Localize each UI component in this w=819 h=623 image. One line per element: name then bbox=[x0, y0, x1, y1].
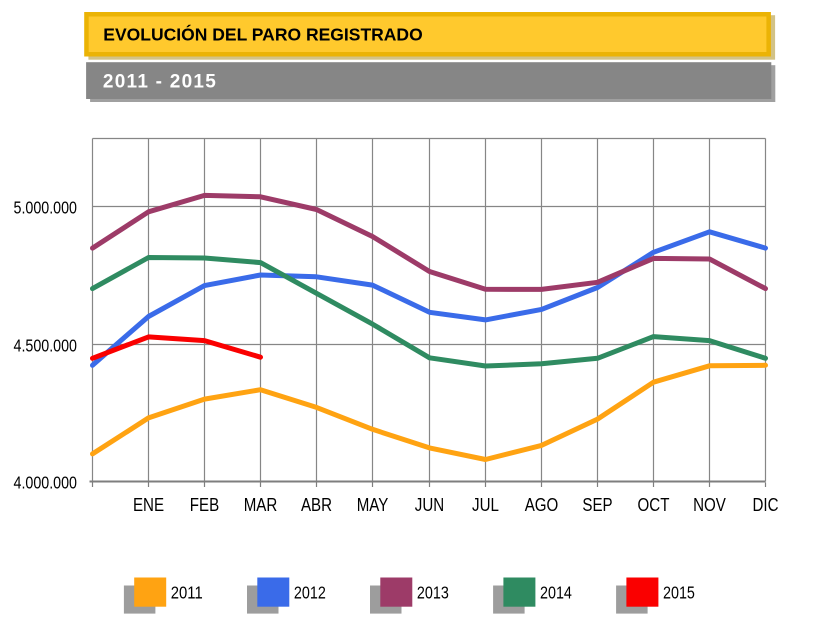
svg-text:ABR: ABR bbox=[301, 495, 332, 515]
svg-text:2011 - 2015: 2011 - 2015 bbox=[103, 72, 216, 93]
svg-text:4.000.000: 4.000.000 bbox=[14, 472, 78, 492]
svg-text:FEB: FEB bbox=[190, 495, 219, 515]
svg-text:EVOLUCIÓN DEL PARO REGISTRADO: EVOLUCIÓN DEL PARO REGISTRADO bbox=[103, 24, 422, 45]
svg-text:ENE: ENE bbox=[133, 495, 164, 515]
svg-text:DIC: DIC bbox=[753, 495, 779, 515]
svg-text:2013: 2013 bbox=[417, 583, 449, 603]
svg-text:MAR: MAR bbox=[244, 495, 278, 515]
svg-text:2015: 2015 bbox=[663, 583, 695, 603]
svg-text:JUL: JUL bbox=[472, 495, 499, 515]
svg-text:JUN: JUN bbox=[415, 495, 444, 515]
svg-text:MAY: MAY bbox=[357, 495, 389, 515]
svg-text:2011: 2011 bbox=[171, 583, 203, 603]
svg-text:SEP: SEP bbox=[582, 495, 612, 515]
svg-text:2012: 2012 bbox=[294, 583, 326, 603]
svg-text:NOV: NOV bbox=[693, 495, 726, 515]
svg-text:AGO: AGO bbox=[525, 495, 559, 515]
svg-text:2014: 2014 bbox=[540, 583, 572, 603]
svg-text:OCT: OCT bbox=[638, 495, 670, 515]
svg-text:5.000.000: 5.000.000 bbox=[14, 197, 78, 217]
svg-text:4.500.000: 4.500.000 bbox=[14, 335, 78, 355]
